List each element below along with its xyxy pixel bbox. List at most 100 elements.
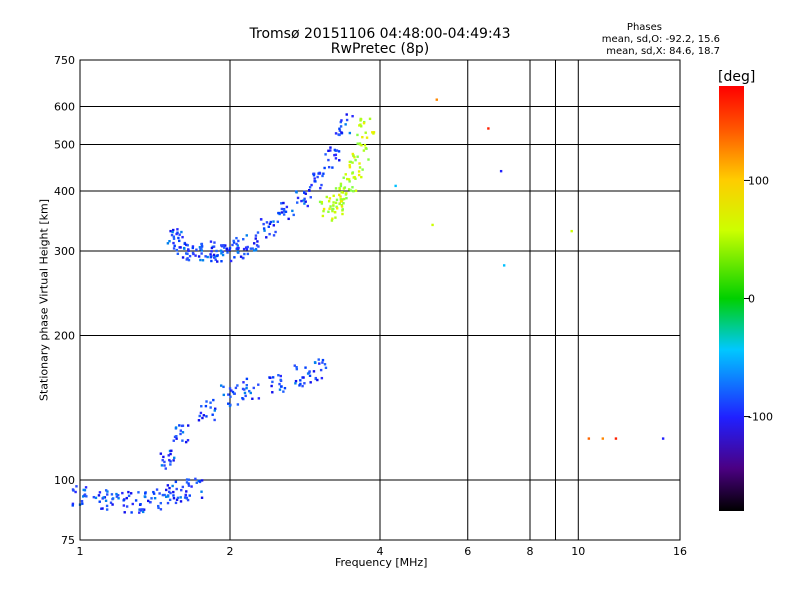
data-point	[187, 248, 190, 251]
data-point	[351, 186, 354, 189]
data-point	[213, 255, 217, 258]
data-point	[357, 173, 361, 177]
data-point	[280, 385, 283, 388]
data-point	[309, 196, 312, 199]
data-point	[351, 152, 355, 156]
data-point	[80, 499, 84, 503]
data-point	[271, 380, 274, 384]
data-point	[236, 244, 239, 247]
data-point	[316, 175, 319, 179]
data-point	[219, 249, 223, 252]
data-point	[342, 197, 346, 201]
data-point	[255, 244, 259, 247]
data-point	[280, 207, 284, 211]
data-point	[188, 494, 191, 497]
data-point	[322, 172, 325, 175]
data-point	[223, 246, 226, 249]
data-point	[163, 493, 166, 497]
data-point	[199, 258, 202, 262]
data-point	[267, 225, 270, 228]
data-point	[168, 498, 172, 502]
data-point	[279, 378, 282, 382]
data-point	[195, 481, 198, 484]
data-point	[304, 200, 307, 203]
data-point	[244, 394, 247, 398]
data-point	[276, 220, 280, 223]
data-point	[71, 502, 75, 506]
data-point	[131, 502, 134, 506]
data-point	[166, 501, 170, 505]
data-point	[356, 142, 359, 145]
data-point	[330, 219, 334, 222]
plot-frame	[79, 59, 681, 541]
data-point	[340, 205, 344, 208]
data-point	[239, 255, 243, 258]
data-point	[243, 391, 247, 395]
data-point	[283, 210, 286, 213]
data-point	[243, 388, 246, 391]
data-point	[195, 248, 198, 251]
data-point	[200, 245, 204, 248]
data-point	[292, 213, 295, 217]
data-point	[149, 500, 152, 504]
data-point	[231, 243, 234, 247]
data-point	[167, 454, 170, 457]
data-point	[71, 488, 75, 491]
data-point	[155, 488, 159, 491]
data-point	[169, 460, 172, 463]
data-point	[358, 124, 361, 127]
data-point	[134, 499, 138, 502]
data-point	[187, 249, 190, 253]
data-point	[431, 223, 434, 227]
data-point	[587, 437, 591, 440]
x-axis-ticks: 1 2 4 8 16 6 10	[77, 545, 688, 558]
data-point	[213, 418, 216, 422]
data-point	[304, 366, 307, 369]
data-point	[340, 203, 344, 207]
data-point	[200, 496, 204, 499]
data-point	[181, 256, 185, 259]
data-point	[365, 136, 369, 139]
data-point	[352, 154, 355, 158]
data-point	[359, 119, 362, 122]
data-point	[130, 511, 133, 514]
data-point	[259, 218, 263, 221]
data-point	[335, 149, 339, 152]
data-point	[308, 374, 312, 377]
data-point	[318, 172, 322, 175]
data-point	[324, 153, 327, 156]
y-axis-ticks: 75 100 200 300 400 500 600 750	[54, 54, 75, 547]
data-point	[159, 501, 163, 505]
data-point	[175, 248, 179, 252]
y-tick-label: 400	[54, 185, 75, 198]
data-point	[307, 371, 311, 374]
data-point	[269, 376, 272, 379]
data-point	[102, 496, 105, 499]
data-point	[319, 368, 323, 372]
data-point	[334, 216, 337, 219]
data-point	[282, 213, 286, 216]
data-point	[176, 252, 180, 256]
data-point	[176, 496, 180, 500]
data-point	[222, 385, 225, 389]
x-tick-label: 2	[227, 545, 234, 558]
data-point	[351, 172, 354, 175]
data-point	[229, 259, 233, 263]
data-point	[338, 133, 341, 137]
data-point	[246, 252, 250, 256]
data-point	[168, 458, 171, 462]
data-point	[210, 259, 213, 263]
data-point	[334, 153, 338, 157]
data-point	[82, 495, 85, 498]
y-tick-label: 75	[61, 534, 75, 547]
data-point	[179, 432, 182, 436]
data-point	[365, 147, 368, 150]
data-point	[313, 177, 316, 180]
data-point	[314, 377, 317, 381]
data-point	[345, 196, 348, 200]
data-point	[215, 254, 219, 258]
data-point	[502, 264, 506, 267]
data-point	[172, 235, 176, 238]
data-point	[168, 449, 172, 453]
data-point	[214, 258, 217, 261]
